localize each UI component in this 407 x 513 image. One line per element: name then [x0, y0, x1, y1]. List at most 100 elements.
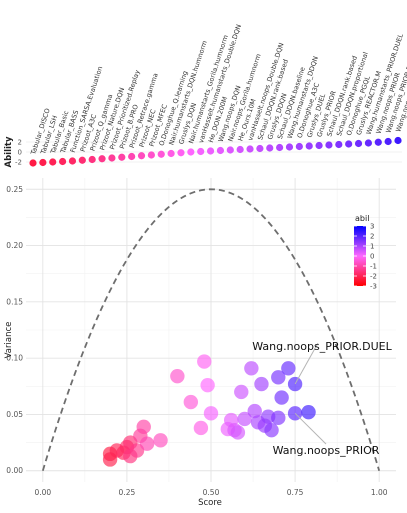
- score-variance-point: [274, 390, 289, 405]
- ability-point: [315, 141, 323, 150]
- score-variance-point: [271, 410, 286, 426]
- point-annotations: Wang.noops_PRIOR.DUEL Wang.noops_PRIOR: [252, 340, 392, 457]
- ability-point: [206, 147, 215, 155]
- score-variance-point: [230, 425, 246, 440]
- ability-tick-label: 0: [18, 149, 22, 157]
- score-variance-point: [287, 376, 303, 392]
- ability-point: [394, 136, 402, 145]
- variance-axis-label: Variance: [4, 322, 14, 359]
- score-variance-point: [254, 376, 269, 392]
- ability-point: [137, 152, 146, 160]
- legend-tick-labels: 3 2 1 0 -1 -2 -3: [354, 223, 377, 291]
- score-variance-point: [153, 433, 168, 448]
- variance-tick-label: 0.20: [6, 241, 23, 250]
- ability-point: [384, 137, 392, 146]
- ability-tick-label: 2: [18, 139, 22, 147]
- ability-tick-label: -2: [15, 159, 22, 167]
- score-tick-label: 0.00: [34, 488, 51, 497]
- ability-point: [29, 159, 37, 167]
- score-variance-point: [197, 354, 212, 369]
- ability-color-legend: abil 3 2 1 0 -1 -2 -3: [354, 214, 377, 291]
- annotation-label: Wang.noops_PRIOR: [273, 444, 380, 457]
- legend-tick-label: -1: [370, 263, 377, 271]
- score-variance-point: [170, 368, 185, 384]
- score-variance-point: [244, 361, 259, 376]
- ability-point: [98, 155, 106, 163]
- score-variance-point: [136, 419, 151, 435]
- ability-point: [335, 140, 343, 149]
- ability-point: [285, 143, 294, 151]
- ability-point: [325, 141, 333, 149]
- ability-point: [118, 153, 126, 161]
- ability-point: [88, 155, 96, 164]
- score-variance-point: [234, 384, 249, 400]
- score-tick-label: 1.00: [371, 488, 388, 497]
- ability-point: [374, 138, 382, 146]
- ability-point: [266, 144, 274, 152]
- score-tick-label: 0.50: [203, 488, 220, 497]
- variance-tick-label: 0.25: [6, 185, 23, 194]
- ability-point: [256, 144, 264, 153]
- annotation-leader-line: [294, 412, 327, 445]
- score-variance-point: [247, 403, 262, 419]
- score-axis-label: Score: [198, 498, 222, 508]
- ability-axis-label: Ability: [4, 136, 14, 167]
- score-variance-point: [237, 411, 252, 427]
- ability-point: [39, 158, 47, 167]
- score-variance-point: [200, 377, 215, 393]
- score-variance-point: [281, 361, 296, 376]
- ability-point: [246, 145, 254, 153]
- ability-point: [295, 142, 303, 151]
- variance-tick-label: 0.10: [6, 354, 23, 363]
- ability-point: [68, 157, 77, 165]
- ability-point: [49, 158, 57, 166]
- variance-reference-curve: [41, 188, 381, 471]
- score-variance-point: [139, 436, 155, 451]
- ability-point: [167, 149, 175, 158]
- score-axis-ticks: 0.00 0.25 0.50 0.75 1.00: [34, 488, 387, 497]
- score-variance-point: [271, 370, 286, 385]
- ability-point: [177, 149, 185, 157]
- score-variance-point: [193, 420, 209, 436]
- legend-tick-label: -2: [370, 273, 377, 281]
- ability-point: [354, 139, 363, 148]
- legend-color-bar: [354, 226, 366, 286]
- score-tick-label: 0.75: [287, 488, 304, 497]
- legend-tick-label: -3: [370, 283, 377, 291]
- ability-point: [276, 143, 284, 152]
- score-variance-points: [102, 354, 316, 467]
- ability-strip-panel: Ability 2 0 -2 Tabular_DISCOTabular_LSHTab…: [4, 23, 407, 167]
- score-variance-point: [301, 404, 316, 420]
- ability-axis-ticks: 2 0 -2: [15, 139, 22, 167]
- ability-point: [226, 146, 234, 154]
- variance-tick-label: 0.05: [6, 410, 23, 419]
- ability-point: [364, 139, 373, 147]
- variance-axis-ticks: 0.00 0.05 0.10 0.15 0.20 0.25: [6, 185, 23, 475]
- score-tick-label: 0.25: [119, 488, 136, 497]
- ability-point: [108, 154, 116, 162]
- score-variance-panel: Wang.noops_PRIOR.DUEL Wang.noops_PRIOR 0.…: [4, 178, 396, 508]
- variance-tick-label: 0.15: [6, 297, 23, 306]
- ability-points: [29, 136, 402, 167]
- annotation-label: Wang.noops_PRIOR.DUEL: [252, 340, 392, 353]
- ability-point: [147, 151, 155, 159]
- ability-point: [305, 142, 313, 150]
- ability-point: [236, 145, 244, 154]
- variance-tick-label: 0.00: [6, 466, 23, 475]
- score-variance-point: [203, 406, 219, 421]
- annotation-leader-line: [294, 342, 319, 385]
- legend-tick-label: 3: [370, 223, 374, 231]
- legend-tick-label: 1: [370, 243, 374, 251]
- legend-title: abil: [355, 214, 369, 223]
- ability-point: [187, 148, 195, 156]
- score-variance-point: [264, 423, 279, 438]
- agent-name-labels: Tabular_DISCOTabular_LSHTabular_BasicTab…: [29, 23, 407, 156]
- ability-point: [78, 156, 86, 164]
- main-gridlines: [26, 178, 396, 482]
- ability-point: [197, 147, 205, 156]
- ability-point: [216, 146, 225, 155]
- legend-tick-label: 2: [370, 233, 374, 241]
- ability-point: [157, 150, 165, 158]
